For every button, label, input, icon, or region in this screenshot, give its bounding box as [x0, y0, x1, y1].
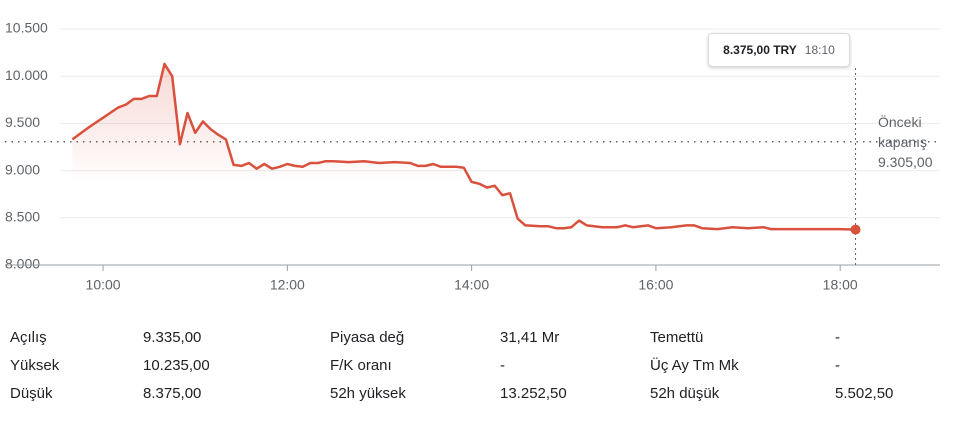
area	[72, 63, 856, 266]
tooltip-price: 8.375,00 TRY	[723, 43, 797, 57]
y-tick-label: 10.000	[5, 67, 48, 83]
stat-label: Yüksek	[10, 356, 60, 374]
previous-close-value: 9.305,00	[878, 154, 933, 170]
stats-row: Yüksek 10.235,00 F/K oranı - Üç Ay Tm Mk -	[0, 351, 960, 379]
stat-label: 52h düşük	[650, 384, 720, 402]
stat-label: Düşük	[10, 384, 53, 402]
y-tick-label: 9.500	[5, 114, 40, 130]
x-tick-label: 16:00	[638, 277, 673, 293]
previous-close-label: Önceki kapanış	[878, 114, 928, 150]
previous-close-annotation: Önceki kapanış 9.305,00	[878, 112, 948, 172]
stat-value: -	[835, 328, 840, 346]
x-tick-label: 10:00	[86, 277, 121, 293]
stat-value: 13.252,50	[500, 384, 567, 402]
stats-table: Açılış 9.335,00 Piyasa değ 31,41 Mr Temettü -…	[0, 323, 960, 407]
stat-value: -	[835, 356, 840, 374]
stat-label: Üç Ay Tm Mk	[650, 356, 739, 374]
stat-value: -	[500, 356, 505, 374]
tooltip-time: 18:10	[804, 43, 835, 57]
stat-label: Açılış	[10, 328, 47, 346]
y-tick-label: 8.500	[5, 209, 40, 225]
stat-label: Temettü	[650, 328, 704, 346]
x-tick-label: 18:00	[823, 277, 858, 293]
stat-value: 10.235,00	[143, 356, 210, 374]
chart: 8.000 8.500 9.000 9.500 10.000 10.500 10:00 12:…	[5, 20, 940, 293]
stat-label: F/K oranı	[330, 356, 392, 374]
x-tick-label: 14:00	[454, 277, 489, 293]
stat-label: Piyasa değ	[330, 328, 405, 346]
tooltip: 8.375,00 TRY 18:10	[708, 33, 850, 67]
stat-value: 5.502,50	[835, 384, 894, 402]
x-tick-label: 12:00	[270, 277, 305, 293]
stats-row: Düşük 8.375,00 52h yüksek 13.252,50 52h düşü…	[0, 379, 960, 407]
stat-value: 31,41 Mr	[500, 328, 560, 346]
stats-row: Açılış 9.335,00 Piyasa değ 31,41 Mr Temettü -	[0, 323, 960, 351]
stat-value: 8.375,00	[143, 384, 202, 402]
stat-value: 9.335,00	[143, 328, 202, 346]
price-line	[71, 62, 856, 231]
y-tick-label: 8.000	[5, 256, 40, 272]
y-tick-label: 9.000	[5, 161, 40, 177]
stat-label: 52h yüksek	[330, 384, 406, 402]
y-tick-label: 10.500	[5, 20, 48, 36]
cursor-dot	[850, 224, 861, 235]
